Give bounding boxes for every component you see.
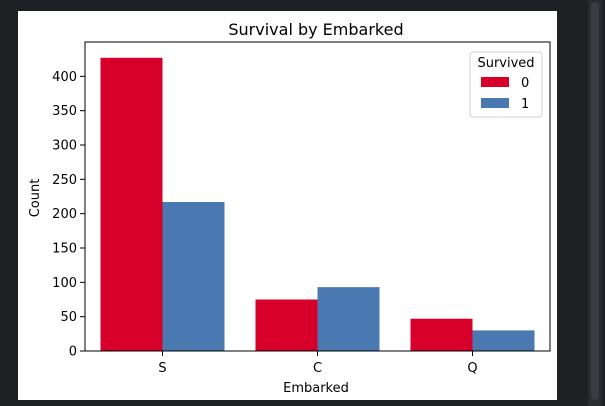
y-tick-label: 50 (60, 310, 77, 325)
legend-swatch-1 (481, 98, 509, 108)
y-tick-label: 100 (52, 276, 77, 291)
y-tick-label: 250 (52, 173, 77, 188)
bar-Q-survived-1 (472, 330, 535, 351)
x-tick-label: S (158, 361, 166, 376)
chart-figure: Survival by Embarked 0 50 100 150 200 250 300 3… (18, 11, 557, 400)
bar-C-survived-0 (255, 299, 318, 351)
bar-S-survived-1 (162, 201, 225, 351)
plot-frame (84, 41, 551, 352)
x-tick-label: Q (467, 361, 477, 376)
legend-title: Survived (477, 56, 534, 71)
legend: Survived 0 1 (469, 51, 543, 118)
bars (100, 57, 535, 351)
y-tick-label: 150 (52, 242, 77, 257)
y-tick-label: 400 (52, 70, 77, 85)
legend-swatch-0 (481, 77, 509, 87)
legend-label-1: 1 (521, 97, 529, 112)
x-tick-label: C (313, 361, 322, 376)
y-tick-label: 200 (52, 207, 77, 222)
y-tick-label: 350 (52, 104, 77, 119)
scrollbar-thumb[interactable] (591, 2, 599, 400)
bar-C-survived-1 (317, 287, 380, 351)
bar-chart: Survival by Embarked 0 50 100 150 200 250 300 3… (28, 20, 551, 396)
x-axis-label: Embarked (283, 381, 349, 396)
chart-title: Survival by Embarked (228, 20, 403, 39)
bar-Q-survived-0 (410, 318, 473, 351)
y-axis-label: Count (28, 179, 43, 218)
y-tick-label: 300 (52, 139, 77, 154)
y-axis-ticks: 0 50 100 150 200 250 300 350 400 (52, 70, 85, 360)
y-tick-label: 0 (69, 345, 77, 360)
bar-S-survived-0 (100, 57, 163, 351)
legend-label-0: 0 (521, 76, 529, 91)
